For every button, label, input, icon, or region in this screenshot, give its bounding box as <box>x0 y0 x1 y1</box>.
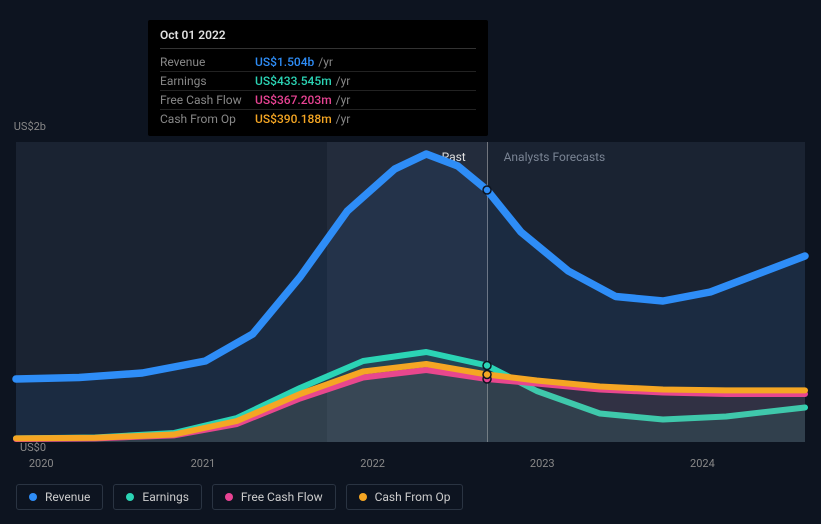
tooltip-row-suffix: /yr <box>318 55 333 69</box>
tooltip-row-value: US$367.203m <box>255 93 332 107</box>
tooltip-row-label: Free Cash Flow <box>160 93 255 107</box>
legend-item[interactable]: Revenue <box>16 484 103 510</box>
series-marker <box>483 362 491 370</box>
legend-dot-icon <box>225 493 233 501</box>
tooltip-row: Free Cash FlowUS$367.203m/yr <box>160 91 476 110</box>
tooltip-row-value: US$433.545m <box>255 74 332 88</box>
tooltip-date: Oct 01 2022 <box>160 28 476 49</box>
x-axis-tick: 2023 <box>530 457 555 470</box>
legend-label: Free Cash Flow <box>241 490 323 504</box>
y-axis-bottom-label: US$0 <box>6 441 46 454</box>
legend-item[interactable]: Free Cash Flow <box>212 484 336 510</box>
series-marker <box>483 186 491 194</box>
tooltip-row-suffix: /yr <box>336 112 351 126</box>
series-marker <box>483 371 491 379</box>
chart-container: US$2b Past Analysts Forecasts US$0 20202… <box>16 120 805 476</box>
tooltip-row: RevenueUS$1.504b/yr <box>160 53 476 72</box>
legend-label: Cash From Op <box>375 490 451 504</box>
tooltip-row: Cash From OpUS$390.188m/yr <box>160 110 476 128</box>
tooltip-row-suffix: /yr <box>336 93 351 107</box>
legend-dot-icon <box>126 493 134 501</box>
tooltip-row: EarningsUS$433.545m/yr <box>160 72 476 91</box>
chart-markers <box>16 142 805 442</box>
tooltip-row-label: Earnings <box>160 74 255 88</box>
chart-tooltip: Oct 01 2022 RevenueUS$1.504b/yrEarningsU… <box>148 20 488 136</box>
x-axis-tick: 2022 <box>360 457 385 470</box>
x-axis-tick: 2024 <box>690 457 715 470</box>
legend-item[interactable]: Earnings <box>113 484 202 510</box>
tooltip-row-suffix: /yr <box>336 74 351 88</box>
tooltip-row-label: Revenue <box>160 55 255 69</box>
x-axis-tick: 2021 <box>191 457 216 470</box>
tooltip-row-label: Cash From Op <box>160 112 255 126</box>
tooltip-row-value: US$1.504b <box>255 55 314 69</box>
y-axis-top-label: US$2b <box>6 120 46 133</box>
legend-label: Revenue <box>45 490 90 504</box>
legend-label: Earnings <box>142 490 189 504</box>
x-axis-tick: 2020 <box>29 457 54 470</box>
chart-plot-area[interactable]: Past Analysts Forecasts <box>16 142 805 442</box>
legend-dot-icon <box>29 493 37 501</box>
tooltip-row-value: US$390.188m <box>255 112 332 126</box>
legend-dot-icon <box>359 493 367 501</box>
chart-legend: Revenue Earnings Free Cash Flow Cash From O… <box>16 484 463 510</box>
legend-item[interactable]: Cash From Op <box>346 484 464 510</box>
